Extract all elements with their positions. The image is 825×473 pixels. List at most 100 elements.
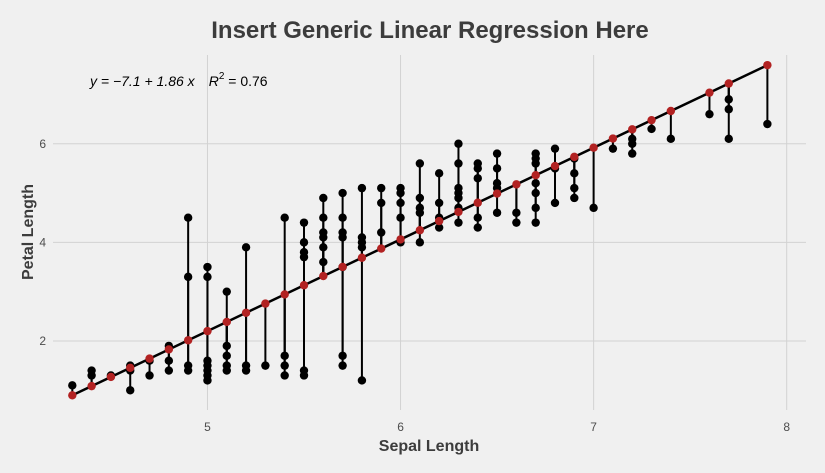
observed-point [338,361,347,370]
observed-point [473,213,482,222]
fitted-point [415,226,425,235]
observed-point [396,183,405,193]
fitted-point [261,299,270,308]
observed-point [531,218,540,227]
observed-point [319,213,328,222]
observed-point [164,356,174,365]
observed-point [222,287,231,296]
observed-point [203,262,212,272]
y-axis-ticks: 2 4 6 [39,137,46,348]
y-axis-title: Petal Length [20,184,37,280]
r2-symbol: R [209,73,219,89]
observed-point [261,361,270,370]
observed-point [608,144,618,153]
observed-point [434,223,444,232]
observed-point [512,208,521,217]
observed-point [241,243,251,252]
observed-point [415,159,425,168]
observed-point [222,351,231,360]
observed-point [338,228,347,237]
observed-point [570,169,579,178]
fitted-point [222,317,231,327]
observed-point [357,183,367,193]
observed-point [724,105,733,114]
observed-point [531,178,540,188]
observed-point [126,386,135,395]
fitted-point [396,235,405,244]
x-tick-label: 8 [783,420,790,434]
observed-point [512,218,521,227]
fitted-point [106,372,116,382]
observed-point [299,218,309,227]
observed-point [87,366,96,375]
fitted-point [705,88,714,97]
observed-point [280,371,289,380]
fitted-point [608,134,618,143]
fitted-point [589,143,598,152]
observed-point [415,203,425,213]
observed-point [377,198,386,208]
observed-point [319,193,328,203]
fitted-point [87,381,96,391]
observed-point [377,183,386,193]
observed-point [570,193,579,203]
observed-point [589,203,598,213]
fitted-point [724,79,733,88]
x-axis-title: Sepal Length [379,438,479,455]
observed-point [377,228,386,237]
observed-point [145,371,154,380]
observed-point [183,213,193,222]
fitted-point [763,60,772,70]
fitted-point [280,290,289,299]
observed-point [492,164,502,173]
observed-point [705,109,714,119]
fitted-point [338,262,347,272]
observed-point [241,361,251,370]
fitted-point [68,391,77,400]
fitted-point [203,326,212,336]
observed-point [763,119,772,129]
observed-point [299,366,309,375]
observed-point [222,361,231,370]
observed-point [299,238,309,247]
observed-point [550,144,560,153]
observed-point [628,149,637,158]
observed-point [531,203,540,213]
observed-point [647,124,656,134]
y-tick-label: 2 [39,334,46,348]
observed-point [570,183,579,193]
observed-point [396,198,405,208]
y-tick-label: 6 [39,137,46,151]
fitted-point [377,244,386,253]
observed-point [280,213,289,222]
observed-point [415,238,425,247]
fitted-point [628,125,637,134]
fitted-point [512,180,521,189]
observed-point [454,183,463,193]
observed-point [357,233,367,242]
observed-point [454,139,463,148]
fitted-point [299,281,309,290]
regression-equation-annotation: y = −7.1 + 1.86 x R2 = 0.76 [89,71,268,89]
fitted-point [531,171,540,180]
fitted-point [434,216,444,226]
fitted-point [145,354,154,363]
fitted-point [473,198,482,207]
observed-point [338,213,347,222]
chart-title: Insert Generic Linear Regression Here [211,17,649,44]
observed-point [222,341,231,351]
observed-point [357,376,367,385]
x-tick-label: 6 [397,420,404,434]
observed-point [68,381,77,390]
observed-point [531,188,540,198]
observed-point [666,134,676,144]
observed-point [338,188,347,198]
r2-value: = 0.76 [224,73,267,89]
observed-point [203,272,212,282]
y-tick-label: 4 [39,235,46,249]
observed-point [473,174,482,183]
observed-point [473,223,482,232]
observed-point [550,198,560,208]
